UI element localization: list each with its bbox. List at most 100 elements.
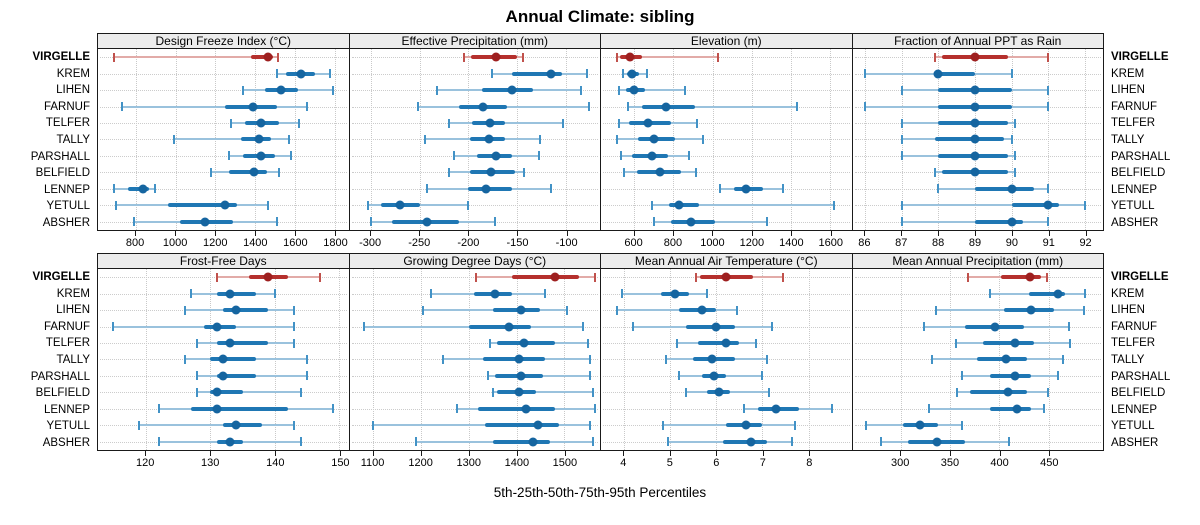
median-dot — [1026, 305, 1036, 315]
series-row-krem — [98, 285, 349, 301]
station-label-tally: TALLY — [56, 354, 90, 366]
axis-tick-label: -250 — [408, 237, 431, 249]
axis-tick — [938, 231, 940, 236]
whisker-5th-95th — [139, 424, 295, 427]
series-row-virgelle — [853, 269, 1104, 285]
median-dot — [514, 354, 524, 364]
series-row-parshall — [853, 368, 1104, 384]
series-row-parshall — [350, 368, 601, 384]
whisker-cap — [664, 354, 667, 364]
series-row-absher — [350, 434, 601, 450]
series-row-lennep — [98, 401, 349, 417]
whisker-cap — [1046, 387, 1049, 397]
gridline-horizontal — [603, 73, 850, 75]
series-row-farnuf — [601, 318, 852, 334]
series-row-lennep — [601, 401, 852, 417]
panels-top: Design Freeze Index (°C) 800 1000 1200 1400 1… — [97, 33, 1104, 251]
whisker-cap — [1056, 371, 1059, 381]
whisker-cap — [616, 305, 619, 315]
series-row-krem — [601, 285, 852, 301]
whisker-cap — [196, 338, 199, 348]
whisker-cap — [678, 371, 681, 381]
median-dot — [649, 134, 659, 144]
axis-tick — [340, 451, 342, 456]
axis-tick — [809, 451, 811, 456]
median-dot — [254, 134, 264, 144]
gridline-horizontal — [351, 375, 598, 377]
station-label-farnuf: FARNUF — [44, 320, 90, 333]
axis-tick-label: 1600 — [818, 237, 844, 249]
series-row-parshall — [601, 148, 852, 164]
station-label-farnuf: FARNUF — [1111, 100, 1157, 113]
bar-25th-75th — [478, 406, 555, 411]
whisker-cap — [589, 354, 592, 364]
whisker-cap — [615, 52, 618, 62]
x-axis-mean-annual-air-temperature-c: 4 5 6 7 8 — [600, 451, 853, 471]
axis-tick — [716, 451, 718, 456]
whisker-cap — [900, 217, 903, 227]
bar-25th-75th — [686, 324, 735, 329]
series-row-lennep — [350, 181, 601, 197]
series-row-lennep — [853, 401, 1104, 417]
series-row-krem — [98, 65, 349, 81]
median-dot — [655, 167, 665, 177]
whisker-cap — [617, 85, 620, 95]
axis-tick-label: 1000 — [162, 237, 188, 249]
median-dot — [504, 322, 514, 332]
series-row-farnuf — [853, 318, 1104, 334]
axis-tick-label: 1400 — [779, 237, 804, 249]
series-row-parshall — [853, 148, 1104, 164]
bar-25th-75th — [669, 203, 699, 208]
x-axis-frost-free-days: 120 130 140 150 — [97, 451, 350, 471]
station-labels-top-right: VIRGELLE KREM LIHEN FARNUF TELFER TALLY PARSHA… — [1104, 33, 1200, 251]
station-label-farnuf: FARNUF — [1111, 320, 1157, 333]
whisker-cap — [120, 102, 123, 112]
whisker-cap — [676, 338, 679, 348]
panel-effective-precipitation-mm: Effective Precipitation (mm) -300 -250 -200… — [348, 33, 601, 251]
series-row-tally — [601, 351, 852, 367]
median-dot — [1053, 289, 1063, 299]
median-dot — [521, 404, 531, 414]
whisker-cap — [617, 118, 620, 128]
whisker-cap — [1042, 404, 1045, 414]
axis-tick-label: 7 — [759, 457, 766, 469]
whisker-cap — [172, 134, 175, 144]
whisker-cap — [1010, 69, 1013, 79]
whisker-cap — [422, 305, 425, 315]
whisker-cap — [1014, 151, 1017, 161]
panel-header-growing-degree-days-c: Growing Degree Days (°C) — [348, 253, 601, 269]
bar-25th-75th — [975, 186, 1034, 191]
axis-tick — [215, 231, 217, 236]
whisker-cap — [561, 118, 564, 128]
series-row-belfield — [350, 164, 601, 180]
whisker-cap — [455, 404, 458, 414]
median-dot — [674, 200, 684, 210]
axis-tick — [751, 231, 753, 236]
median-dot — [1001, 354, 1011, 364]
panel-design-freeze-index-c: Design Freeze Index (°C) 800 1000 1200 1400 1… — [97, 33, 350, 251]
gridline-horizontal — [351, 73, 598, 75]
whisker-cap — [215, 272, 218, 282]
median-dot — [528, 437, 538, 447]
whisker-cap — [153, 184, 156, 194]
series-row-absher — [98, 214, 349, 230]
gridline-horizontal — [100, 123, 347, 125]
series-row-lihen — [601, 302, 852, 318]
median-dot — [491, 151, 501, 161]
whisker-5th-95th — [901, 204, 1085, 207]
whisker-cap — [183, 354, 186, 364]
axis-tick — [1048, 231, 1050, 236]
whisker-cap — [132, 217, 135, 227]
median-dot — [625, 52, 635, 62]
whisker-cap — [112, 184, 115, 194]
whisker-cap — [928, 404, 931, 414]
bar-25th-75th — [989, 406, 1031, 411]
series-row-parshall — [98, 148, 349, 164]
whisker-5th-95th — [929, 407, 1044, 410]
station-labels-bottom-left: VIRGELLE KREM LIHEN FARNUF TELFER TALLY PARSHA… — [0, 253, 97, 471]
whisker-cap — [594, 272, 597, 282]
series-row-tally — [350, 351, 601, 367]
whisker-cap — [620, 289, 623, 299]
station-label-lennep: LENNEP — [43, 183, 90, 196]
median-dot — [970, 85, 980, 95]
